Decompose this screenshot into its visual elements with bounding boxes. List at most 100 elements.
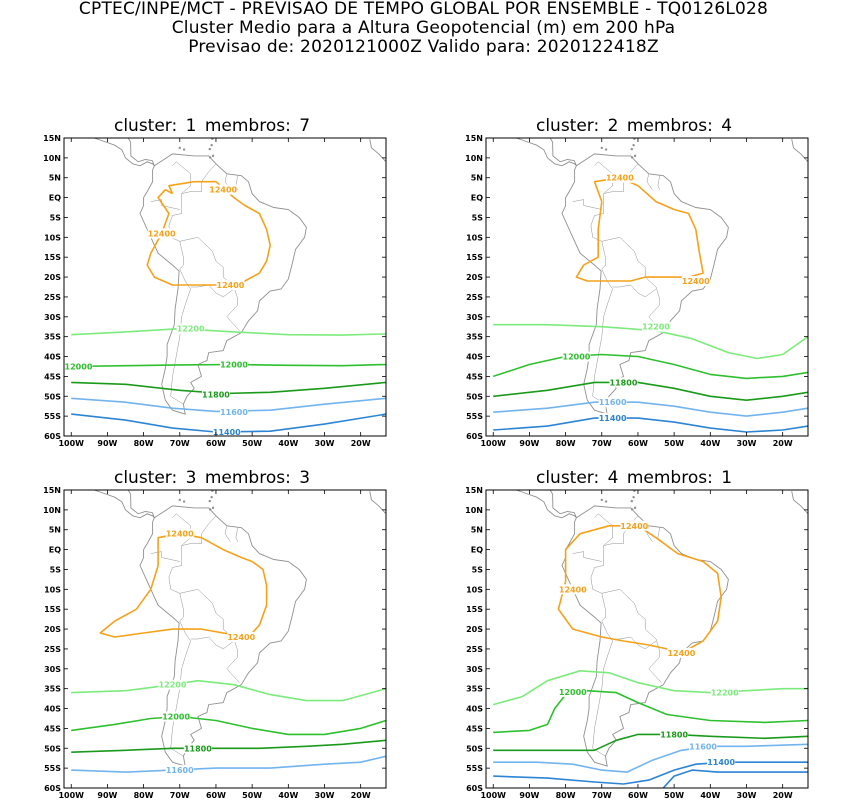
contour-11800 bbox=[493, 733, 808, 752]
contour-label: 12400 bbox=[559, 585, 587, 594]
cluster-panel-1: cluster: 1 membros: 7 12400 12400 12400 122… bbox=[2, 116, 422, 456]
contour-12000 bbox=[493, 689, 808, 734]
lat-label: 35S bbox=[44, 685, 61, 694]
lat-label: 5S bbox=[50, 565, 62, 574]
lon-label: 70W bbox=[170, 439, 190, 448]
contour-label-bg bbox=[162, 711, 191, 722]
lat-label: 10S bbox=[44, 585, 61, 594]
island bbox=[633, 154, 637, 158]
country-border bbox=[612, 284, 631, 288]
contour-label-bg bbox=[183, 743, 212, 754]
island bbox=[633, 506, 637, 510]
contour-label-bg bbox=[176, 323, 205, 334]
contour-label-bg bbox=[598, 413, 627, 424]
lon-label: 70W bbox=[170, 791, 190, 800]
island bbox=[630, 156, 634, 159]
coastline-south-america bbox=[561, 153, 729, 415]
map-frame bbox=[485, 137, 809, 437]
panel-title: cluster: 4 membros: 1 bbox=[535, 468, 733, 488]
contour-label-bg bbox=[689, 741, 718, 752]
contour-12400 bbox=[99, 532, 268, 638]
panel-title: cluster: 1 membros: 7 bbox=[113, 116, 311, 136]
lat-label: 10S bbox=[466, 233, 483, 242]
lat-label: 5N bbox=[471, 174, 483, 183]
lat-label: 50S bbox=[44, 744, 61, 753]
lat-label: EQ bbox=[49, 546, 61, 555]
contour-label: 12400 bbox=[217, 281, 245, 290]
lat-label: 25S bbox=[466, 293, 483, 302]
map-plot: 12400 12400 12200 12000 11800 11600 15N 10N 5N EQ… bbox=[43, 486, 387, 800]
lat-label: 15S bbox=[44, 253, 61, 262]
map-frame bbox=[485, 489, 809, 789]
contour-12200 bbox=[71, 327, 386, 336]
contour-11800 bbox=[493, 381, 808, 401]
lon-label: 80W bbox=[134, 439, 154, 448]
island bbox=[600, 146, 603, 150]
country-border bbox=[179, 589, 240, 683]
lon-label: 40W bbox=[700, 791, 720, 800]
lat-label: 45S bbox=[466, 372, 483, 381]
contour-label: 11600 bbox=[166, 766, 194, 775]
lat-label: 20S bbox=[466, 625, 483, 634]
contour-label: 12400 bbox=[148, 229, 176, 238]
lat-label: 15N bbox=[43, 486, 61, 495]
island bbox=[182, 500, 186, 503]
lat-label: 55S bbox=[466, 764, 483, 773]
lat-label: 60S bbox=[466, 784, 483, 793]
country-border bbox=[170, 268, 191, 405]
country-border bbox=[601, 241, 606, 270]
coastline-africa bbox=[369, 139, 386, 163]
country-border bbox=[601, 593, 606, 622]
lat-label: 30S bbox=[44, 313, 61, 322]
country-border bbox=[172, 161, 191, 194]
coastline-africa bbox=[369, 491, 386, 515]
lon-label: 50W bbox=[664, 791, 684, 800]
lon-label: 90W bbox=[519, 439, 539, 448]
lat-label: 55S bbox=[44, 764, 61, 773]
contour-label: 12400 bbox=[166, 530, 194, 539]
lat-label: 10N bbox=[465, 506, 483, 515]
lat-label: 30S bbox=[466, 665, 483, 674]
lon-label: 40W bbox=[700, 439, 720, 448]
lon-label: 70W bbox=[592, 791, 612, 800]
country-border bbox=[592, 620, 613, 757]
contour-label: 11800 bbox=[610, 378, 638, 387]
country-border bbox=[601, 589, 662, 683]
lat-label: 40S bbox=[466, 353, 483, 362]
contour-label-bg bbox=[558, 584, 587, 595]
country-border bbox=[179, 593, 184, 622]
contour-label-bg bbox=[660, 729, 689, 740]
country-border bbox=[224, 525, 231, 542]
island bbox=[630, 508, 634, 511]
island bbox=[178, 146, 181, 150]
contour-label-bg bbox=[667, 647, 696, 658]
island bbox=[604, 148, 608, 151]
lon-label: 40W bbox=[278, 439, 298, 448]
island bbox=[630, 147, 634, 151]
lat-label: 55S bbox=[466, 412, 483, 421]
lat-label: 5N bbox=[49, 174, 61, 183]
contour-label-bg bbox=[209, 184, 238, 195]
lon-label: 50W bbox=[242, 439, 262, 448]
country-border bbox=[172, 513, 191, 546]
lat-label: 35S bbox=[466, 685, 483, 694]
lon-label: 60W bbox=[206, 791, 226, 800]
country-border bbox=[646, 173, 653, 190]
contour-label-bg bbox=[212, 427, 241, 436]
contour-label-bg bbox=[201, 389, 230, 400]
cluster-panel-3: cluster: 3 membros: 3 12400 12400 12200 120… bbox=[2, 468, 422, 808]
coastline-central-america bbox=[92, 490, 155, 519]
lon-label: 60W bbox=[628, 791, 648, 800]
contour-label-bg bbox=[220, 359, 249, 370]
lon-label: 100W bbox=[58, 439, 84, 448]
coastline-africa bbox=[791, 491, 808, 515]
contour-11400 bbox=[493, 761, 808, 785]
lat-label: 40S bbox=[44, 705, 61, 714]
lat-label: 5S bbox=[472, 565, 484, 574]
lon-label: 30W bbox=[315, 439, 335, 448]
lat-label: 40S bbox=[44, 353, 61, 362]
lat-label: 10S bbox=[466, 585, 483, 594]
contour-label: 12000 bbox=[65, 362, 93, 371]
lon-label: 60W bbox=[206, 439, 226, 448]
